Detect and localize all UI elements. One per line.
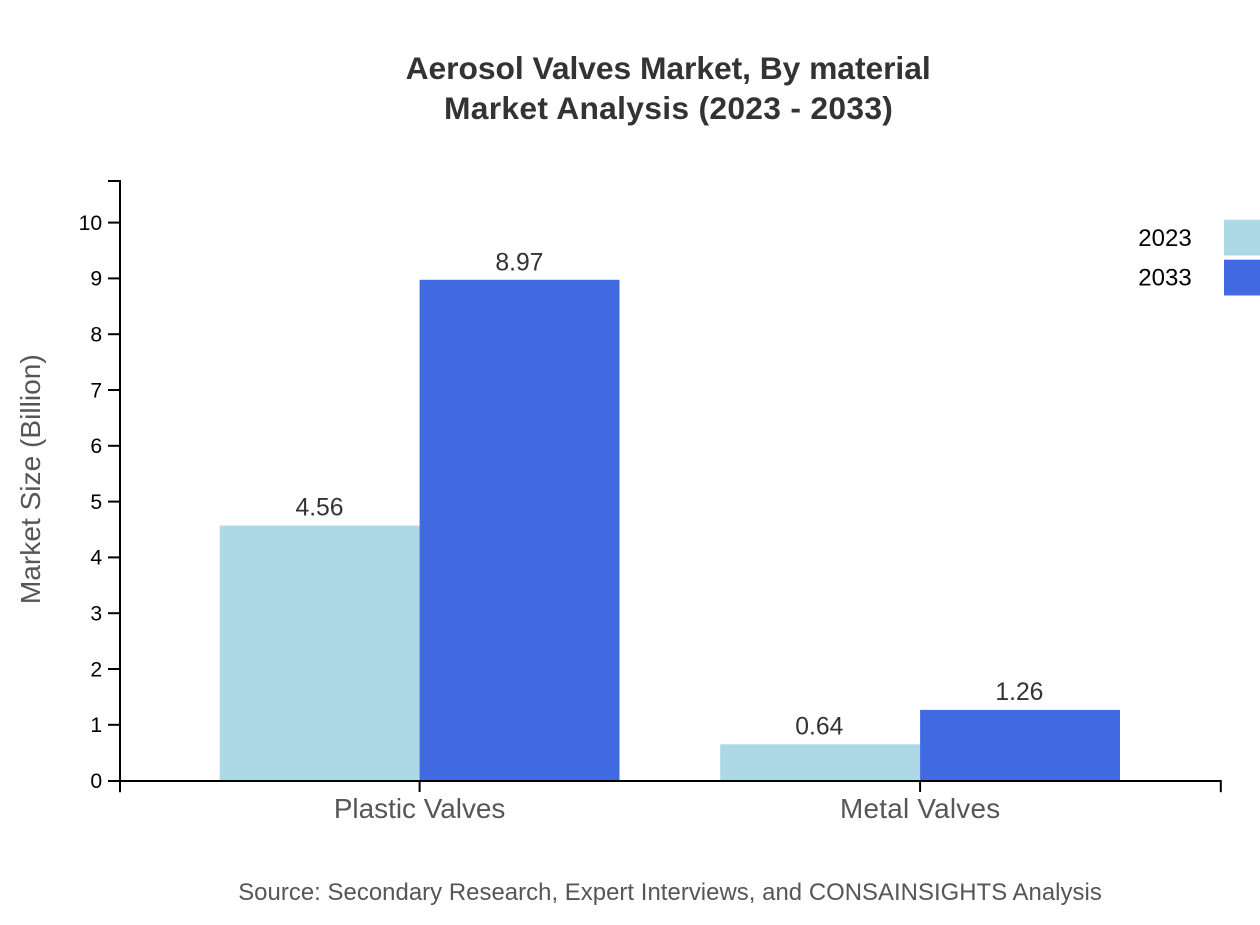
svg-text:1.26: 1.26 bbox=[995, 679, 1043, 706]
svg-text:8.97: 8.97 bbox=[495, 249, 543, 276]
svg-text:1: 1 bbox=[90, 714, 102, 737]
svg-text:2: 2 bbox=[90, 658, 102, 681]
svg-text:8: 8 bbox=[90, 324, 102, 347]
svg-text:10: 10 bbox=[79, 212, 103, 235]
svg-text:3: 3 bbox=[90, 603, 102, 626]
svg-text:2023: 2023 bbox=[1138, 225, 1191, 252]
svg-text:6: 6 bbox=[90, 435, 102, 458]
svg-text:Market Size (Billion): Market Size (Billion) bbox=[15, 354, 46, 604]
svg-text:Market Analysis (2023 - 2033): Market Analysis (2023 - 2033) bbox=[444, 90, 893, 126]
svg-text:0.64: 0.64 bbox=[795, 714, 843, 741]
svg-text:2033: 2033 bbox=[1138, 265, 1191, 292]
svg-text:9: 9 bbox=[90, 268, 102, 291]
svg-text:Aerosol Valves Market, By mate: Aerosol Valves Market, By material bbox=[406, 50, 931, 86]
svg-text:4.56: 4.56 bbox=[295, 494, 343, 521]
svg-text:7: 7 bbox=[90, 379, 102, 402]
svg-text:0: 0 bbox=[90, 770, 102, 793]
svg-text:5: 5 bbox=[90, 491, 102, 514]
svg-text:Source: Secondary Research, Ex: Source: Secondary Research, Expert Inter… bbox=[238, 879, 1102, 906]
svg-text:4: 4 bbox=[90, 547, 102, 570]
svg-text:Plastic Valves: Plastic Valves bbox=[334, 793, 506, 824]
svg-text:Metal Valves: Metal Valves bbox=[840, 793, 1000, 824]
